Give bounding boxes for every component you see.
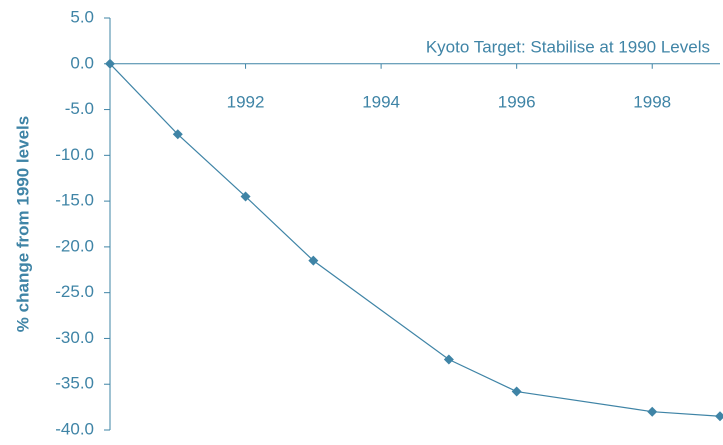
point (105, 58, 115, 69)
x-tick-label: 1992 (227, 92, 265, 111)
annotation: Kyoto Target: Stabilise at 1990 Levels (426, 37, 710, 56)
point (715, 411, 723, 422)
point (443, 354, 454, 365)
y-axis-label: % change from 1990 levels (13, 116, 32, 332)
y-tick-label: -20.0 (55, 236, 94, 255)
y-tick-label: -25.0 (55, 282, 94, 301)
point (240, 191, 251, 202)
y-tick-label: -15.0 (55, 191, 94, 210)
x-tick-label: 1996 (498, 92, 536, 111)
point (511, 386, 522, 397)
point (172, 129, 183, 140)
y-tick-label: 0.0 (70, 53, 94, 72)
line (109, 63, 721, 417)
y-tick-label: -5.0 (65, 99, 94, 118)
y-tick-label: -35.0 (55, 374, 94, 393)
y-tick-label: -40.0 (55, 419, 94, 438)
point (647, 406, 658, 417)
y-tick-label: 5.0 (70, 7, 94, 26)
point (308, 255, 319, 266)
y-tick-label: -30.0 (55, 328, 94, 347)
y-tick-label: -10.0 (55, 145, 94, 164)
x-tick-label: 1994 (362, 92, 400, 111)
x-tick-label: 1998 (633, 92, 671, 111)
